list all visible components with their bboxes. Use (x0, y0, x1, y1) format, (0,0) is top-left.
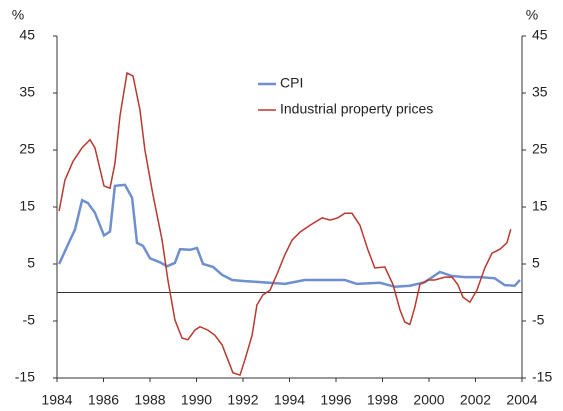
x-tick-label: 2004 (506, 392, 537, 408)
x-tick-label: 1984 (41, 392, 72, 408)
y2-tick-label: -5 (532, 312, 545, 328)
line-series (57, 183, 521, 289)
x-tick-label: 1996 (320, 392, 351, 408)
y-tick-label: 45 (19, 27, 35, 43)
y-tick-label: 15 (19, 198, 35, 214)
x-tick-label: 1994 (274, 392, 305, 408)
y2-tick-label: 5 (532, 255, 540, 271)
y2-tick-label: 15 (532, 198, 548, 214)
y-tick-label: 35 (19, 84, 35, 100)
y2-tick-label: 25 (532, 141, 548, 157)
x-tick-label: 1986 (88, 392, 119, 408)
legend-label: Industrial property prices (280, 101, 433, 117)
x-tick-label: 2002 (460, 392, 491, 408)
x-tick-label: 1998 (367, 392, 398, 408)
y-tick-label: -15 (15, 369, 35, 385)
x-tick-label: 1988 (134, 392, 165, 408)
y-unit: % (12, 7, 24, 23)
y2-unit: % (526, 7, 538, 23)
x-tick-label: 2000 (413, 392, 444, 408)
y-tick-label: 25 (19, 141, 35, 157)
legend-label: CPI (280, 75, 303, 91)
y2-tick-label: -15 (532, 369, 552, 385)
y2-tick-label: 35 (532, 84, 548, 100)
y2-tick-label: 45 (532, 27, 548, 43)
y-tick-label: 5 (27, 255, 35, 271)
x-tick-label: 1992 (227, 392, 258, 408)
y-tick-label: -5 (23, 312, 36, 328)
x-tick-label: 1990 (181, 392, 212, 408)
line-series (58, 71, 512, 377)
